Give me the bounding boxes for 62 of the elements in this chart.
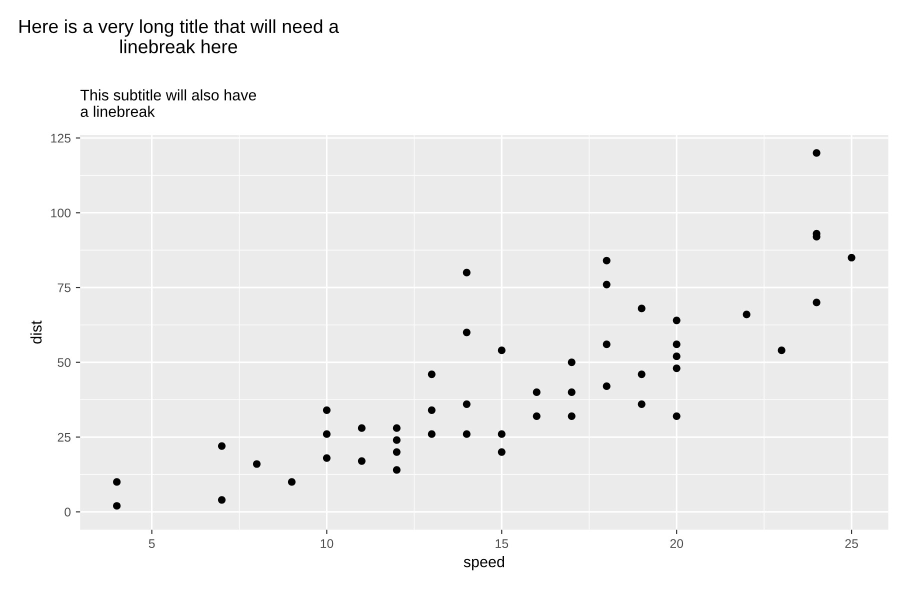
point bbox=[672, 364, 680, 372]
point bbox=[672, 340, 680, 348]
point bbox=[392, 424, 401, 432]
point bbox=[812, 298, 820, 306]
chart-subtitle: This subtitle will also have a linebreak bbox=[80, 89, 256, 117]
point bbox=[742, 310, 750, 318]
point bbox=[532, 388, 540, 396]
chart-title: Here is a very long title that will need a linebreak here bbox=[20, 19, 339, 54]
y-tick-label: 75 bbox=[58, 283, 71, 292]
point bbox=[428, 370, 436, 378]
point bbox=[812, 149, 820, 157]
y-tick-label: 125 bbox=[51, 134, 71, 143]
point bbox=[252, 460, 261, 468]
point bbox=[848, 254, 856, 262]
x-tick-label: 15 bbox=[496, 539, 508, 548]
point bbox=[498, 430, 506, 438]
x-tick-label: 5 bbox=[148, 539, 155, 548]
point bbox=[498, 448, 506, 456]
point bbox=[358, 424, 366, 432]
y-tick-label: 0 bbox=[64, 508, 71, 517]
point bbox=[392, 448, 401, 456]
point bbox=[322, 406, 331, 414]
point bbox=[568, 358, 576, 366]
point bbox=[218, 442, 226, 450]
point bbox=[462, 268, 471, 276]
point bbox=[113, 502, 121, 510]
point bbox=[778, 346, 786, 354]
point bbox=[602, 256, 610, 264]
point bbox=[672, 316, 680, 324]
point bbox=[428, 430, 436, 438]
y-tick-label: 25 bbox=[58, 432, 71, 442]
point bbox=[672, 412, 680, 420]
x-tick-label: 20 bbox=[670, 539, 684, 548]
point bbox=[672, 352, 680, 360]
point bbox=[568, 412, 576, 420]
point bbox=[218, 496, 226, 504]
point bbox=[532, 412, 540, 420]
point bbox=[638, 400, 646, 408]
point bbox=[358, 457, 366, 465]
point bbox=[602, 382, 610, 390]
point bbox=[392, 436, 401, 444]
point bbox=[462, 430, 471, 438]
point bbox=[462, 328, 471, 336]
point bbox=[428, 406, 436, 414]
x-axis-title: speed bbox=[464, 556, 504, 570]
point bbox=[322, 430, 331, 438]
point bbox=[392, 466, 401, 474]
point bbox=[568, 388, 576, 396]
point bbox=[638, 370, 646, 378]
point bbox=[602, 280, 610, 288]
point bbox=[113, 478, 121, 486]
point bbox=[462, 400, 471, 408]
y-tick-label: 100 bbox=[51, 208, 71, 218]
point bbox=[638, 304, 646, 312]
point bbox=[288, 478, 296, 486]
x-tick-label: 25 bbox=[845, 539, 858, 548]
y-tick-label: 50 bbox=[58, 358, 71, 367]
point bbox=[322, 454, 331, 462]
x-tick-label: 10 bbox=[320, 539, 334, 548]
point bbox=[602, 340, 610, 348]
y-axis-title: dist bbox=[30, 320, 42, 344]
point bbox=[498, 346, 506, 354]
